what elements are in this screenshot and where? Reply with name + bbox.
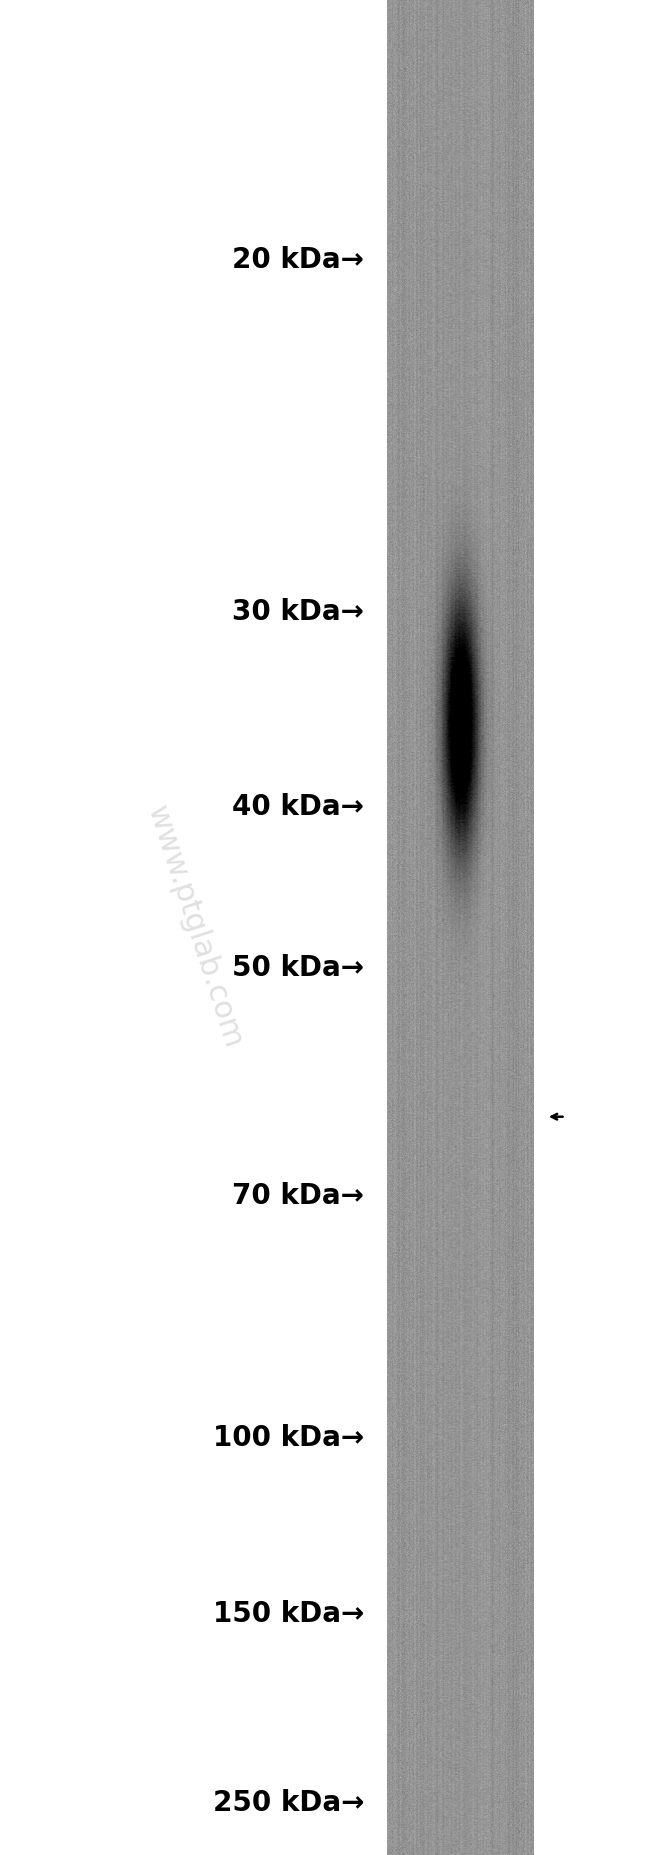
- Text: 20 kDa→: 20 kDa→: [232, 245, 364, 275]
- Text: 150 kDa→: 150 kDa→: [213, 1599, 364, 1629]
- Text: 50 kDa→: 50 kDa→: [232, 953, 364, 983]
- Text: 250 kDa→: 250 kDa→: [213, 1788, 364, 1818]
- Text: www.ptglab.com: www.ptglab.com: [142, 803, 248, 1052]
- Text: 30 kDa→: 30 kDa→: [232, 597, 364, 627]
- Text: 70 kDa→: 70 kDa→: [232, 1182, 364, 1211]
- Text: 40 kDa→: 40 kDa→: [232, 792, 364, 822]
- Text: 100 kDa→: 100 kDa→: [213, 1423, 364, 1452]
